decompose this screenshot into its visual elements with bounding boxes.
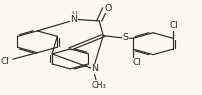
Text: CH₃: CH₃ bbox=[91, 81, 106, 89]
Text: N: N bbox=[70, 15, 77, 24]
Text: O: O bbox=[105, 4, 112, 13]
Text: Cl: Cl bbox=[1, 57, 9, 66]
Text: Cl: Cl bbox=[170, 21, 178, 30]
Text: S: S bbox=[123, 33, 128, 42]
Text: H: H bbox=[71, 11, 77, 20]
Text: Cl: Cl bbox=[133, 58, 142, 67]
Text: N: N bbox=[91, 64, 98, 73]
